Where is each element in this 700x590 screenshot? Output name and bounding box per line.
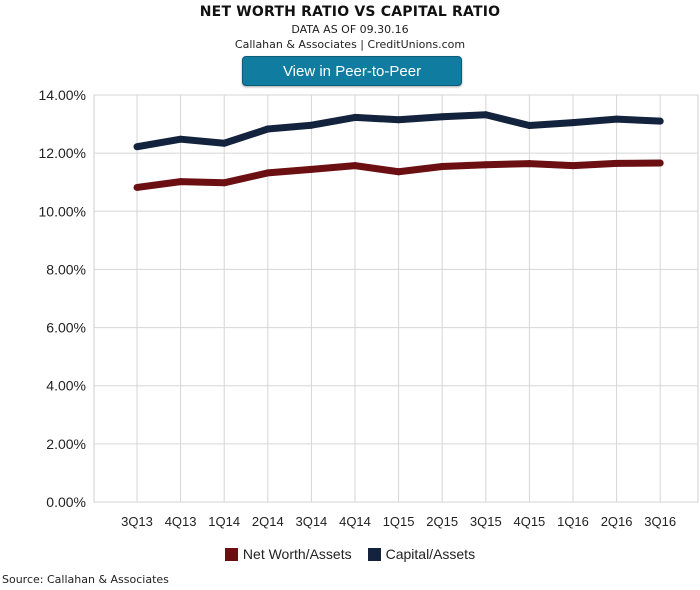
- data-point-capital[interactable]: [133, 143, 141, 151]
- data-point-capital[interactable]: [525, 122, 533, 130]
- data-point-net-worth[interactable]: [438, 163, 446, 171]
- data-point-net-worth[interactable]: [351, 162, 359, 170]
- x-axis-ticks: 3Q13 4Q13 1Q14 2Q14 3Q14 4Q14 1Q15 2Q15 3Q15 4Q15…: [121, 514, 676, 529]
- data-point-capital[interactable]: [307, 121, 315, 129]
- legend-swatch-net-worth: [224, 547, 238, 561]
- data-point-net-worth[interactable]: [569, 162, 577, 170]
- x-tick-label: 2Q16: [601, 514, 633, 529]
- gridlines: [93, 94, 699, 503]
- data-point-net-worth[interactable]: [220, 179, 228, 187]
- y-tick-label: 0.00%: [46, 494, 86, 510]
- data-point-net-worth[interactable]: [133, 183, 141, 191]
- data-date-subtitle: DATA AS OF 09.30.16: [291, 23, 409, 36]
- x-tick-label: 3Q14: [295, 514, 327, 529]
- y-tick-label: 8.00%: [46, 261, 86, 277]
- data-point-net-worth[interactable]: [264, 169, 272, 177]
- data-point-capital[interactable]: [264, 125, 272, 133]
- data-point-capital[interactable]: [220, 139, 228, 147]
- x-tick-label: 4Q15: [513, 514, 545, 529]
- chart-title: NET WORTH RATIO VS CAPITAL RATIO: [199, 4, 501, 20]
- data-point-capital[interactable]: [569, 119, 577, 127]
- series-lines: [133, 111, 664, 191]
- y-tick-label: 12.00%: [39, 145, 86, 161]
- legend-label-capital: Capital/Assets: [385, 546, 476, 562]
- x-tick-label: 1Q16: [557, 514, 589, 529]
- data-point-capital[interactable]: [438, 113, 446, 121]
- x-tick-label: 1Q15: [383, 514, 415, 529]
- y-tick-label: 2.00%: [46, 436, 86, 452]
- source-note: Source: Callahan & Associates: [2, 573, 169, 586]
- x-tick-label: 3Q16: [644, 514, 676, 529]
- y-tick-label: 4.00%: [46, 378, 86, 394]
- y-tick-label: 6.00%: [46, 320, 86, 336]
- legend-swatch-capital: [367, 547, 381, 561]
- plot-area-border: [93, 94, 699, 503]
- data-point-net-worth[interactable]: [307, 165, 315, 173]
- x-tick-label: 3Q13: [121, 514, 153, 529]
- x-tick-label: 3Q15: [470, 514, 502, 529]
- x-tick-label: 2Q14: [252, 514, 284, 529]
- data-point-net-worth[interactable]: [525, 160, 533, 168]
- data-point-capital[interactable]: [613, 115, 621, 123]
- data-point-net-worth[interactable]: [613, 159, 621, 167]
- data-point-net-worth[interactable]: [177, 178, 185, 186]
- y-tick-label: 10.00%: [39, 203, 86, 219]
- byline: Callahan & Associates | CreditUnions.com: [234, 38, 466, 51]
- data-point-capital[interactable]: [351, 113, 359, 121]
- data-point-net-worth[interactable]: [656, 159, 664, 167]
- data-point-capital[interactable]: [177, 135, 185, 143]
- legend-item-net-worth[interactable]: Net Worth/Assets: [224, 546, 352, 562]
- line-chart: 0.00% 2.00% 4.00% 6.00% 8.00% 10.00% 12.00% 14.…: [39, 87, 699, 529]
- legend-item-capital[interactable]: Capital/Assets: [367, 546, 476, 562]
- data-point-capital[interactable]: [395, 116, 403, 124]
- x-tick-label: 4Q14: [339, 514, 371, 529]
- data-point-capital[interactable]: [656, 117, 664, 125]
- y-tick-label: 14.00%: [39, 87, 86, 103]
- legend: Net Worth/Assets Capital/Assets: [0, 546, 700, 562]
- data-point-capital[interactable]: [482, 111, 490, 119]
- legend-label-net-worth: Net Worth/Assets: [242, 546, 352, 562]
- view-in-peer-to-peer-button[interactable]: View in Peer-to-Peer: [242, 56, 462, 86]
- x-tick-label: 2Q15: [426, 514, 458, 529]
- x-tick-label: 1Q14: [208, 514, 240, 529]
- x-tick-label: 4Q13: [165, 514, 197, 529]
- y-axis-ticks: 0.00% 2.00% 4.00% 6.00% 8.00% 10.00% 12.00% 14.…: [39, 87, 86, 510]
- data-point-net-worth[interactable]: [482, 161, 490, 169]
- data-point-net-worth[interactable]: [395, 168, 403, 176]
